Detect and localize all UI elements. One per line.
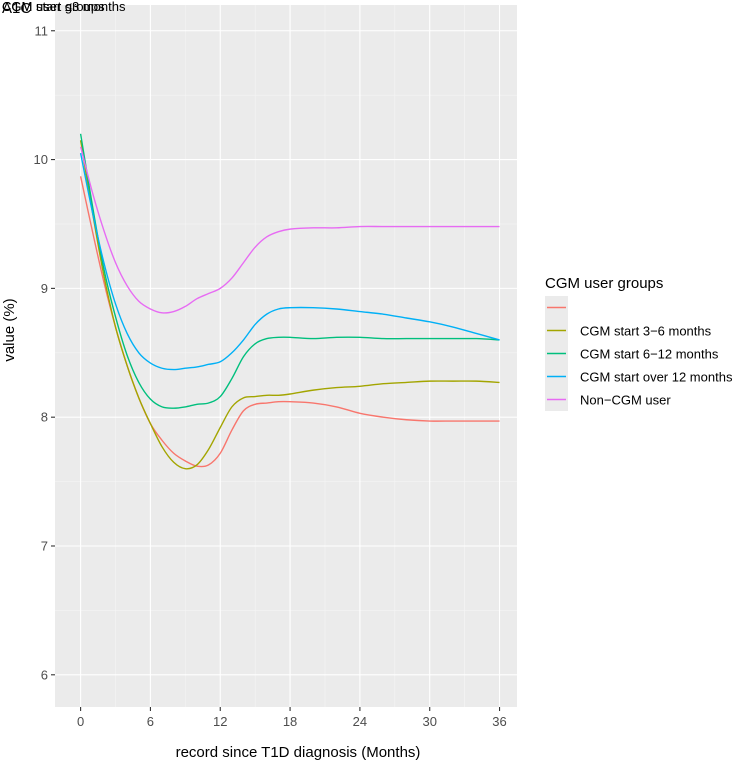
legend-label: Non−CGM user (580, 393, 671, 408)
legend-label: CGM start 6−12 months (580, 347, 719, 362)
x-tick-label: 24 (353, 714, 367, 729)
y-axis: 6 7 8 9 10 11 (34, 23, 55, 682)
y-tick-label: 8 (41, 410, 48, 425)
x-axis: 0 6 12 18 24 30 36 (77, 707, 507, 729)
legend-entries: CGM start 3−6 months CGM start 6−12 month… (545, 296, 733, 411)
y-tick-label: 10 (34, 152, 48, 167)
legend-label: CGM start over 12 months (580, 370, 733, 385)
legend: CGM user groups CGM start 3−6 monthsCGM … (545, 275, 733, 411)
x-tick-label: 36 (492, 714, 506, 729)
y-axis-label: value (%) (1, 298, 18, 361)
series-line-4 (79, 146, 500, 314)
grid-major (55, 5, 517, 707)
y-tick-label: 11 (35, 23, 49, 38)
x-tick-label: 30 (422, 714, 436, 729)
x-tick-label: 6 (147, 714, 154, 729)
series-line-2 (79, 133, 500, 409)
plot-panel (55, 5, 517, 707)
series-line-1 (79, 140, 500, 470)
y-tick-label: 9 (41, 281, 48, 296)
legend-title: CGM user groups (545, 275, 663, 292)
corner-text-user-groups: CGM user groups (2, 0, 105, 14)
series-layer (79, 133, 500, 470)
series-line-3 (79, 152, 500, 371)
corner-text-a1c: A1C (2, 0, 32, 17)
corner-text-group-start: CGM start ≤3 months (2, 0, 126, 14)
legend-label: CGM start 3−6 months (580, 324, 712, 339)
grid-minor (55, 5, 517, 707)
x-tick-label: 18 (283, 714, 297, 729)
y-tick-label: 7 (41, 538, 48, 553)
x-tick-label: 12 (213, 714, 227, 729)
y-tick-label: 6 (41, 667, 48, 682)
x-tick-label: 0 (77, 714, 84, 729)
x-axis-label: record since T1D diagnosis (Months) (176, 744, 421, 761)
